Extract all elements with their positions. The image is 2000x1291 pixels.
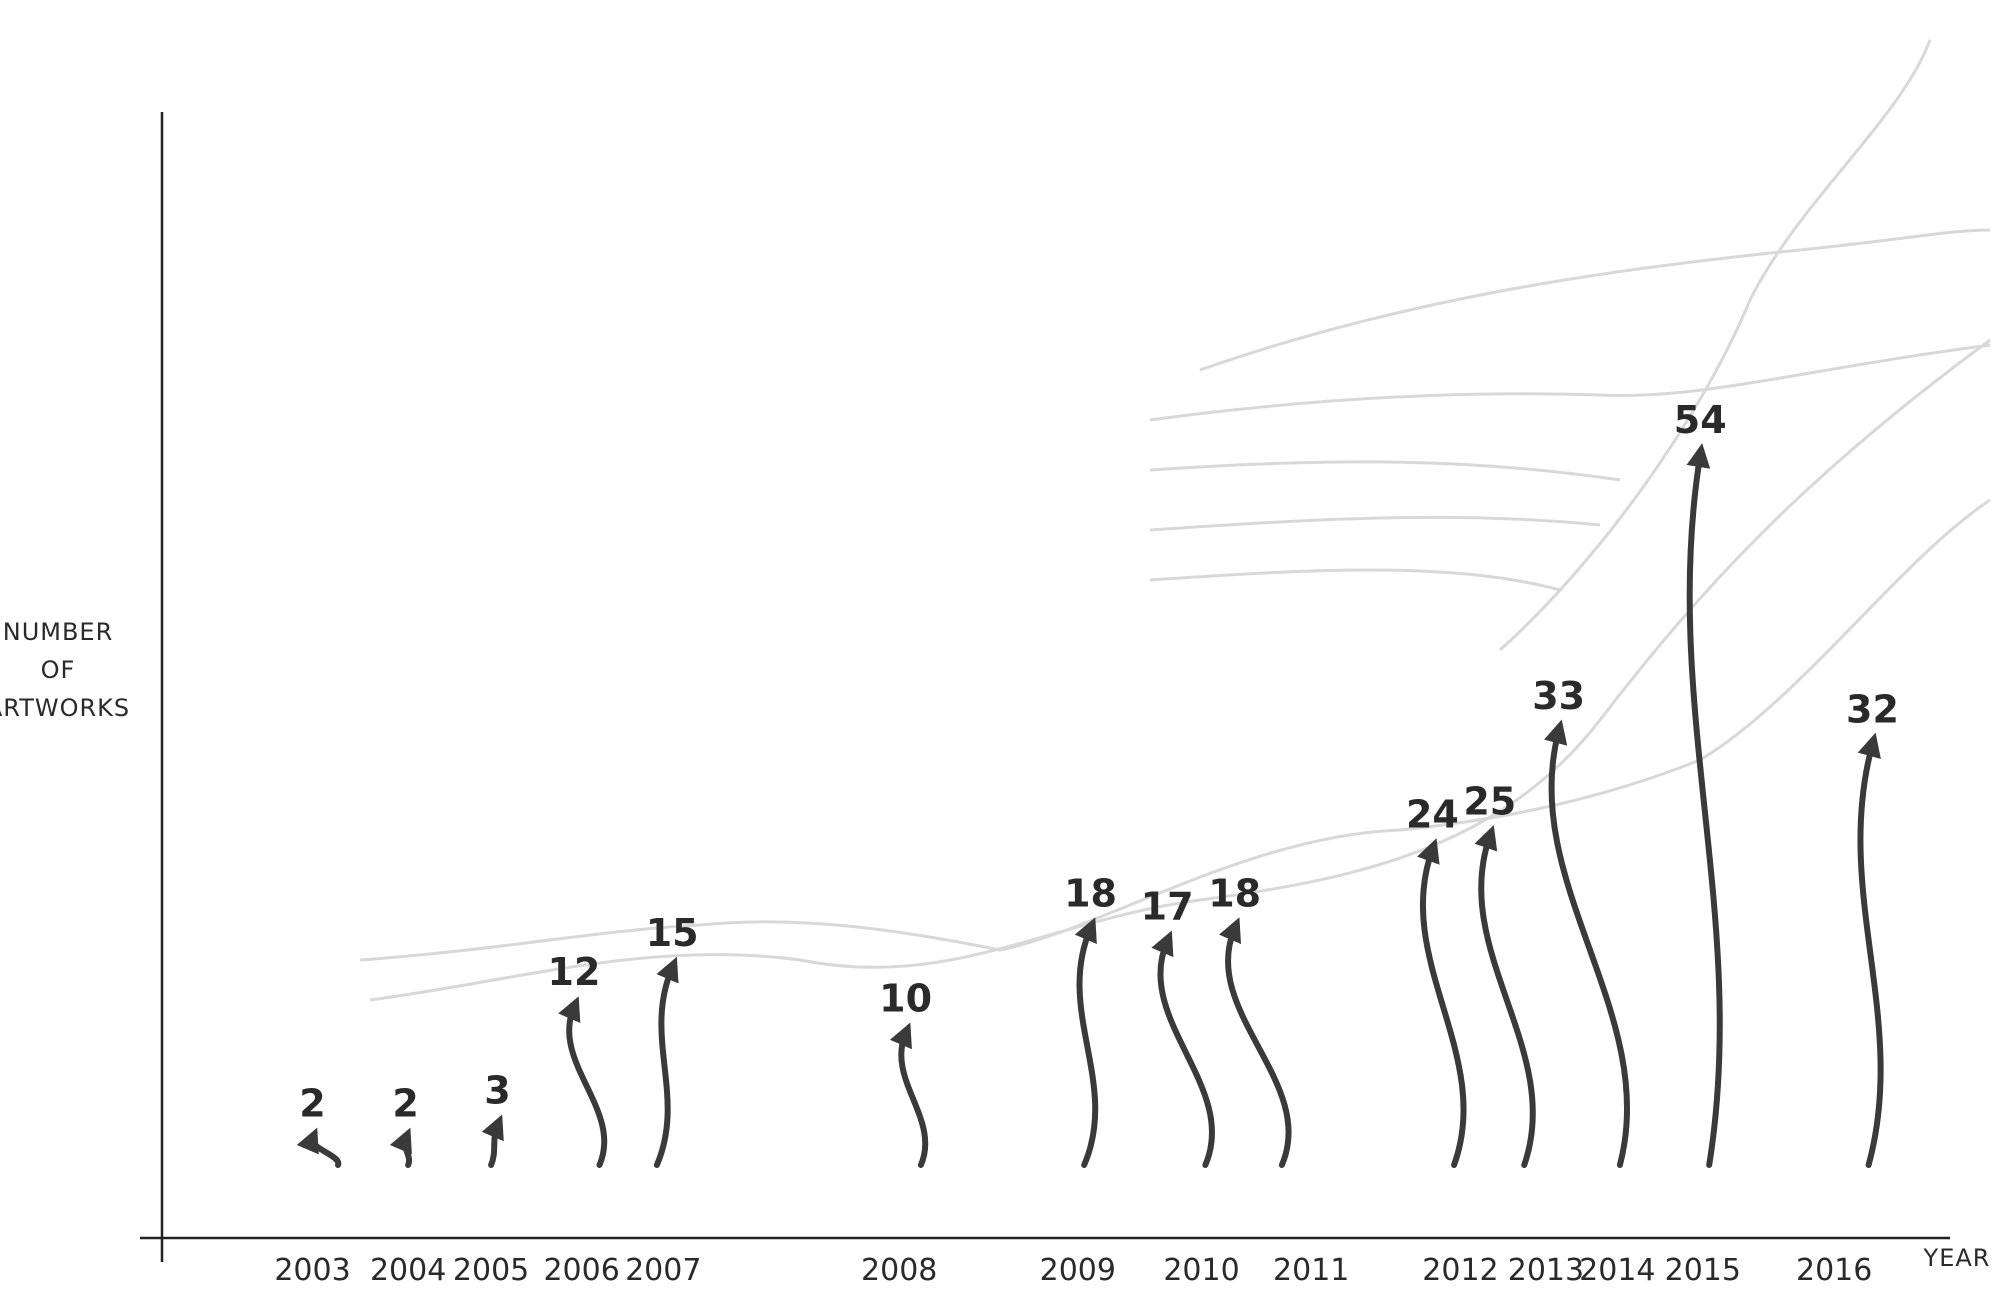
x-tick-label: 2008 [861, 1253, 937, 1287]
arrow [653, 956, 679, 1168]
arrow [1474, 824, 1536, 1168]
value-label: 12 [548, 950, 601, 994]
arrow [296, 1127, 342, 1168]
x-tick-label: 2003 [274, 1253, 350, 1287]
background-scribbles [359, 39, 1991, 1002]
arrow [558, 996, 608, 1168]
x-tick-label: 2014 [1579, 1253, 1655, 1287]
value-label: 15 [646, 911, 699, 955]
value-label: 32 [1846, 687, 1899, 731]
x-tick-label: 2015 [1665, 1253, 1741, 1287]
arrow [1151, 930, 1215, 1168]
value-label: 18 [1064, 871, 1117, 915]
x-axis-label: YEAR [1923, 1244, 1991, 1272]
arrow [1417, 838, 1467, 1168]
arrow [1218, 917, 1292, 1168]
x-tick-label: 2012 [1422, 1253, 1498, 1287]
arrow [1857, 732, 1884, 1168]
value-label: 2 [299, 1082, 325, 1126]
x-tick-label: 2011 [1273, 1253, 1349, 1287]
value-label: 17 [1141, 884, 1194, 928]
arrow [389, 1127, 413, 1168]
x-tick-label: 2006 [543, 1253, 619, 1287]
y-axis-label: NUMBER OF ARTWORKS [0, 618, 130, 722]
value-label: 54 [1674, 398, 1727, 442]
x-tick-label: 2005 [453, 1253, 529, 1287]
x-tick-label: 2013 [1508, 1253, 1584, 1287]
value-label: 25 [1463, 779, 1516, 823]
value-label: 24 [1406, 792, 1459, 836]
arrow [1074, 917, 1099, 1168]
x-tick-label: 2007 [625, 1253, 701, 1287]
x-tick-label: 2004 [370, 1253, 446, 1287]
x-tick-label: 2010 [1163, 1253, 1239, 1287]
value-label: 10 [879, 977, 932, 1021]
value-label: 3 [484, 1069, 510, 1113]
x-tick-label: 2009 [1040, 1253, 1116, 1287]
arrow [889, 1022, 929, 1168]
arrow [1544, 719, 1631, 1168]
x-tick-label: 2016 [1796, 1253, 1872, 1287]
value-label: 2 [392, 1082, 418, 1126]
value-label: 18 [1208, 871, 1261, 915]
arrow [1686, 443, 1723, 1168]
value-label: 33 [1532, 674, 1585, 718]
arrow [481, 1114, 504, 1168]
